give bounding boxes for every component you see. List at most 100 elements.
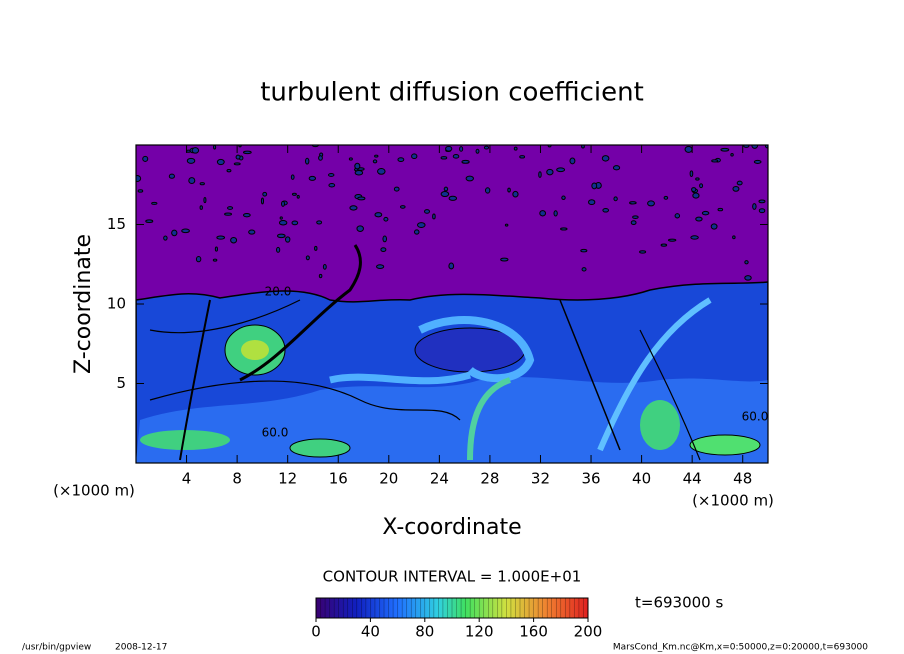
speckle — [732, 185, 740, 192]
speckle — [328, 183, 336, 188]
speckle — [181, 228, 190, 234]
speckle — [136, 175, 142, 182]
x-unit: (×1000 m) — [692, 492, 774, 510]
speckle — [260, 197, 265, 205]
chart-title: turbulent diffusion coefficient — [260, 78, 644, 108]
speckle — [413, 229, 420, 235]
speckle — [440, 191, 450, 197]
speckle — [278, 220, 288, 226]
speckle — [376, 264, 385, 269]
speckle — [500, 257, 509, 262]
speckle — [322, 263, 327, 270]
speckle — [445, 145, 453, 152]
speckle — [736, 180, 743, 186]
speckle — [424, 209, 430, 214]
speckle — [647, 200, 655, 207]
y-tick-label: 15 — [107, 215, 126, 233]
y-tick-label: 10 — [107, 295, 126, 313]
speckle — [629, 201, 637, 205]
speckle — [383, 216, 389, 222]
colorbar-tick-label: 40 — [361, 623, 380, 641]
speckle — [145, 219, 154, 223]
speckle — [233, 162, 241, 166]
speckle — [612, 165, 621, 171]
x-tick-label: 40 — [632, 470, 651, 488]
speckle — [483, 145, 490, 150]
speckle — [581, 267, 587, 272]
speckle — [732, 235, 736, 240]
speckle — [374, 154, 379, 158]
speckle — [186, 157, 196, 164]
speckle — [281, 200, 285, 207]
speckle — [660, 243, 668, 247]
contour-label: 60.0 — [742, 410, 769, 424]
speckle — [701, 210, 710, 216]
speckle — [227, 206, 234, 210]
speckle — [195, 255, 202, 263]
speckle — [216, 235, 226, 240]
x-tick-label: 16 — [329, 470, 348, 488]
speckle — [305, 255, 310, 261]
colorbar-tick-label: 200 — [574, 623, 603, 641]
speckle — [448, 195, 458, 201]
speckle — [226, 168, 232, 173]
colorbar-tick-label: 160 — [519, 623, 548, 641]
speckle — [602, 208, 610, 213]
speckle — [717, 207, 724, 212]
contour-label: 60.0 — [262, 426, 289, 440]
x-tick-label: 32 — [531, 470, 550, 488]
speckle — [382, 235, 388, 243]
speckle — [163, 235, 168, 241]
speckle — [632, 215, 639, 219]
speckle — [151, 201, 158, 205]
speckle — [276, 233, 286, 239]
speckle — [411, 153, 418, 160]
contour-field — [136, 145, 768, 463]
speckle — [538, 171, 542, 178]
speckle — [290, 174, 295, 180]
speckle — [630, 220, 637, 226]
speckle — [601, 155, 610, 162]
speckle — [674, 213, 681, 219]
speckle — [764, 145, 768, 149]
speckle — [546, 168, 554, 176]
speckle — [639, 250, 647, 254]
y-tick-label: 5 — [116, 374, 126, 392]
speckle — [224, 212, 233, 216]
speckle — [349, 205, 358, 211]
colorbar-tick-label: 120 — [465, 623, 494, 641]
speckle — [443, 186, 449, 192]
speckle — [314, 245, 318, 251]
speckle — [393, 186, 400, 192]
speckle — [212, 258, 218, 262]
speckle — [591, 182, 598, 190]
speckle — [214, 246, 219, 252]
x-tick-label: 4 — [182, 470, 192, 488]
x-tick-label: 8 — [232, 470, 242, 488]
speckle — [580, 248, 588, 253]
speckle — [744, 260, 749, 265]
speckle — [354, 162, 361, 170]
speckle — [354, 170, 364, 176]
speckle — [296, 194, 300, 199]
speckle — [507, 187, 511, 193]
speckle — [744, 275, 752, 281]
speckle — [316, 220, 323, 225]
speckle — [504, 223, 509, 227]
y-axis-label: Z-coordinate — [71, 234, 96, 374]
speckle — [581, 145, 585, 149]
speckle — [691, 187, 697, 192]
speckle — [752, 203, 757, 210]
speckle — [539, 210, 547, 217]
speckle — [758, 208, 766, 214]
speckle — [452, 154, 460, 159]
speckle — [397, 157, 405, 162]
speckle — [168, 173, 175, 179]
speckle — [199, 182, 205, 186]
contour-interval: CONTOUR INTERVAL = 1.000E+01 — [323, 568, 582, 586]
speckle — [613, 196, 618, 202]
footer-program: /usr/bin/gpview — [22, 643, 91, 653]
speckle — [695, 216, 703, 222]
speckle — [475, 148, 480, 154]
x-tick-label: 36 — [581, 470, 600, 488]
